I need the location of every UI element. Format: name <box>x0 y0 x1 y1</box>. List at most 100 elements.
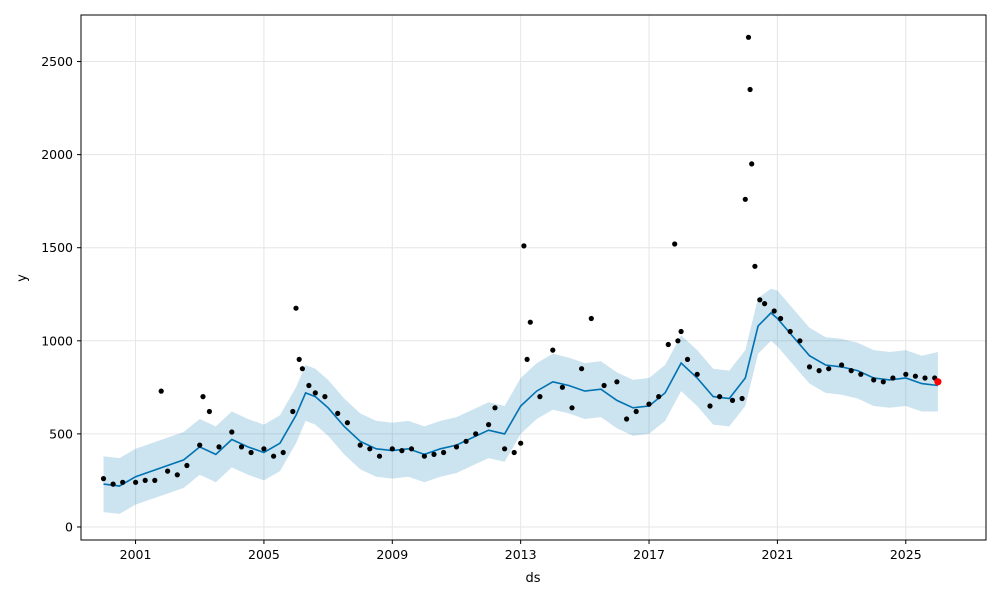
observed-point <box>133 479 139 485</box>
observed-point <box>344 420 350 426</box>
x-tick-label: 2021 <box>761 547 793 562</box>
observed-point <box>142 477 148 483</box>
observed-point <box>537 394 543 400</box>
observed-point <box>120 479 126 485</box>
observed-point <box>502 446 508 452</box>
y-tick-label: 2000 <box>41 147 73 162</box>
observed-point <box>749 161 755 167</box>
highlight-points <box>934 378 942 386</box>
x-axis: 2001 2005 2009 2013 2017 2021 2025 <box>120 540 922 562</box>
forecast-line <box>103 311 938 487</box>
observed-point <box>848 368 854 374</box>
x-tick-label: 2025 <box>890 547 922 562</box>
y-tick-label: 1500 <box>41 240 73 255</box>
observed-point <box>367 446 373 452</box>
observed-point <box>787 328 793 335</box>
observed-point <box>322 394 328 400</box>
observed-point <box>858 371 864 377</box>
observed-point <box>742 196 748 202</box>
observed-point <box>296 356 302 362</box>
observed-point <box>524 356 530 362</box>
observed-point <box>306 382 312 389</box>
observed-point <box>184 462 190 469</box>
observed-point <box>601 382 607 389</box>
observed-point <box>684 356 691 362</box>
observed-point <box>922 375 928 381</box>
observed-point <box>486 422 492 428</box>
observed-point <box>588 315 594 322</box>
x-tick-label: 2005 <box>248 547 280 562</box>
observed-point <box>280 449 286 456</box>
observed-point <box>624 416 630 422</box>
observed-points <box>100 34 938 487</box>
observed-point <box>453 444 460 450</box>
observed-point <box>762 301 768 307</box>
observed-point <box>871 377 877 383</box>
observed-point <box>271 453 277 459</box>
observed-point <box>261 446 267 452</box>
observed-point <box>200 394 206 400</box>
observed-point <box>646 401 652 407</box>
forecast-series-line <box>103 311 938 487</box>
observed-point <box>752 263 758 269</box>
observed-point <box>441 449 447 456</box>
observed-point <box>463 438 469 444</box>
observed-point <box>165 468 171 474</box>
observed-point <box>797 338 803 344</box>
observed-point <box>357 442 363 448</box>
observed-point <box>771 308 777 314</box>
observed-point <box>399 448 405 454</box>
x-tick-label: 2001 <box>120 547 152 562</box>
observed-point <box>729 397 736 403</box>
observed-point <box>745 34 752 40</box>
observed-point <box>656 394 662 400</box>
observed-point <box>614 379 620 385</box>
observed-point <box>757 297 763 303</box>
highlight-point <box>934 378 942 386</box>
observed-point <box>675 338 681 344</box>
observed-point <box>550 347 556 353</box>
observed-point <box>158 388 164 394</box>
observed-point <box>806 364 813 370</box>
y-tick-label: 0 <box>65 519 73 534</box>
uncertainty-band <box>103 288 938 514</box>
observed-point <box>335 410 341 416</box>
observed-point <box>569 405 575 411</box>
observed-point <box>778 315 784 322</box>
observed-point <box>293 305 299 311</box>
observed-point <box>100 476 107 482</box>
observed-point <box>527 319 533 325</box>
x-tick-label: 2017 <box>633 547 665 562</box>
observed-point <box>299 366 305 372</box>
observed-point <box>174 472 180 478</box>
y-tick-label: 500 <box>49 426 73 441</box>
observed-point <box>816 368 822 374</box>
observed-point <box>826 366 832 372</box>
observed-point <box>152 477 158 483</box>
observed-point <box>110 481 116 487</box>
observed-point <box>197 442 203 448</box>
observed-point <box>903 371 909 377</box>
observed-point <box>747 86 753 93</box>
observed-point <box>678 328 684 335</box>
observed-point <box>559 384 566 390</box>
observed-point <box>216 444 222 450</box>
observed-point <box>421 453 427 459</box>
plot-frame <box>80 14 987 541</box>
observed-point <box>376 453 383 459</box>
grid <box>81 15 986 540</box>
y-axis-title: y <box>15 274 30 282</box>
observed-point <box>312 390 318 396</box>
observed-point <box>431 451 437 457</box>
observed-point <box>912 373 919 379</box>
observed-point <box>633 408 639 415</box>
observed-point <box>707 403 713 409</box>
observed-point <box>518 440 524 446</box>
x-tick-label: 2009 <box>376 547 408 562</box>
observed-point <box>880 379 886 385</box>
observed-point <box>839 362 845 368</box>
y-tick-label: 1000 <box>41 333 73 348</box>
observed-point <box>389 446 395 452</box>
observed-point <box>694 371 700 377</box>
